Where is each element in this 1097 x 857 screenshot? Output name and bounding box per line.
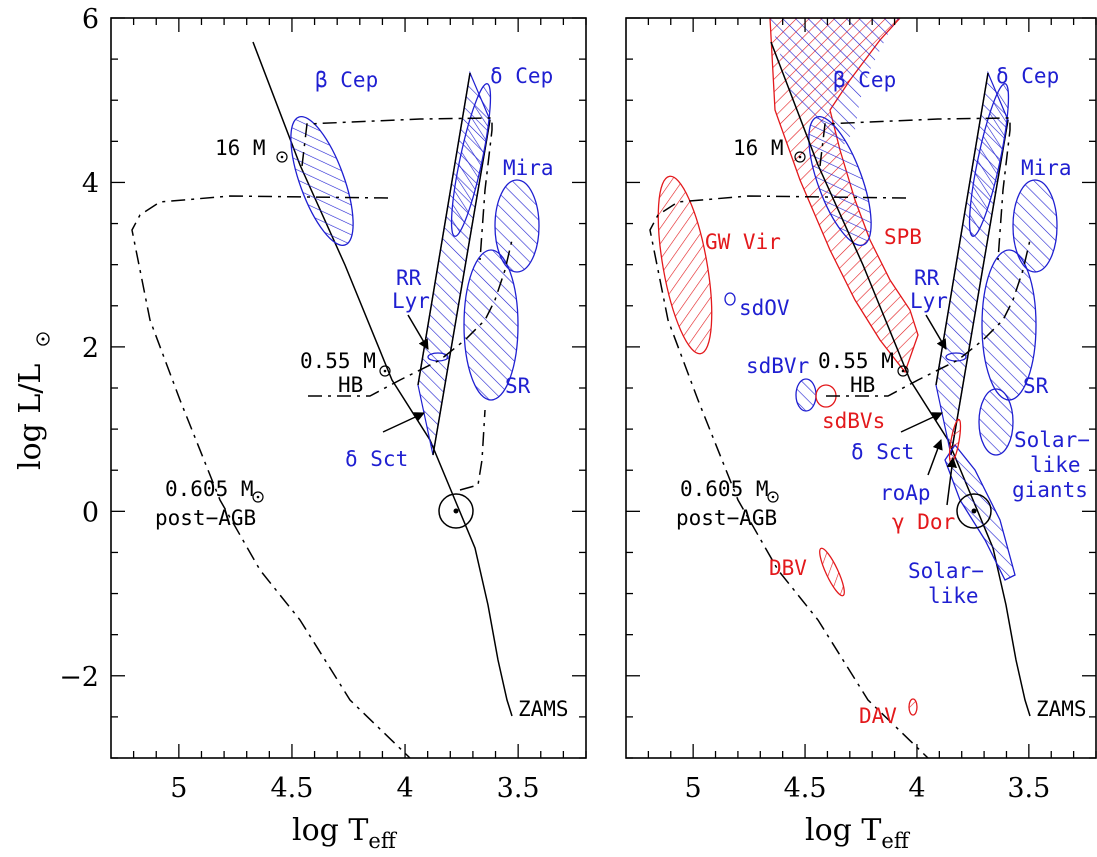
- label-spb: SPB: [884, 225, 922, 249]
- label-roap: roAp: [880, 481, 931, 505]
- label-post-agb-right: post−AGB: [676, 506, 777, 530]
- label-dbv: DBV: [769, 556, 807, 580]
- label-sr-right: SR: [1023, 374, 1049, 398]
- mira-region-right: [1012, 179, 1058, 273]
- x-tick-label: 4.5: [784, 773, 827, 804]
- label-delta-cep-right: δ Cep: [996, 64, 1059, 88]
- label-solar-like-1: Solar−: [908, 559, 984, 583]
- x-axis-label-right-sub: eff: [881, 829, 910, 853]
- label-beta-cep-right: β Cep: [833, 68, 896, 92]
- label-rr-right: RR: [914, 266, 940, 290]
- x-tick-label: 4: [396, 773, 413, 804]
- label-lyr-right: Lyr: [910, 289, 948, 313]
- x-tick-label: 4.5: [270, 773, 313, 804]
- y-tick-label: 4: [82, 168, 99, 199]
- label-solar-like-giants-3: giants: [1012, 478, 1088, 502]
- x-axis-label-left-main: log T: [292, 813, 368, 848]
- label-gw-vir: GW Vir: [705, 230, 781, 254]
- label-zams-right: ZAMS: [1036, 697, 1087, 721]
- y-tick-label: 0: [82, 497, 99, 528]
- label-delta-sct-right: δ Sct: [851, 440, 914, 464]
- label-0605msun: 0.605 M: [165, 477, 254, 501]
- label-lyr: Lyr: [392, 289, 430, 313]
- label-dav: DAV: [859, 704, 897, 728]
- sdov-region: [724, 292, 736, 306]
- x-tick-label: 3.5: [497, 773, 540, 804]
- label-sdbvr: sdBVr: [746, 354, 809, 378]
- label-delta-cep: δ Cep: [490, 64, 553, 88]
- label-sdov: sdOV: [739, 296, 790, 320]
- track-16msun: [301, 117, 493, 261]
- track-hb: [308, 239, 513, 397]
- label-solar-like-giants-1: Solar−: [1014, 428, 1090, 452]
- label-055msun-right: 0.55 M: [818, 349, 894, 373]
- label-delta-sct: δ Sct: [345, 447, 408, 471]
- label-sdbvs: sdBVs: [822, 409, 885, 433]
- mira-region: [494, 179, 540, 273]
- x-tick-label: 3.5: [1007, 773, 1050, 804]
- delta-cep-region-right: [968, 83, 1010, 237]
- x-axis-label-left: log Teff: [292, 813, 398, 853]
- label-rr: RR: [396, 266, 422, 290]
- label-zams: ZAMS: [518, 697, 569, 721]
- label-post-agb: post−AGB: [155, 506, 256, 530]
- label-055msun: 0.55 M: [300, 349, 376, 373]
- label-0605msun-right: 0.605 M: [680, 477, 769, 501]
- dbv-region: [819, 547, 845, 597]
- label-mira: Mira: [503, 156, 554, 180]
- axis-ticks: 5 4.5 4 3.5 6 4 2 0 −2 5 4.5 4 3.5: [59, 4, 1097, 804]
- y-axis-label-text: log L/L: [13, 364, 48, 470]
- label-sr: SR: [505, 374, 531, 398]
- y-tick-label: 2: [82, 333, 99, 364]
- svg-text:log Teff: log Teff: [292, 813, 398, 853]
- label-solar-like-2: like: [928, 584, 979, 608]
- label-hb-right: HB: [850, 373, 875, 397]
- label-hb: HB: [338, 373, 363, 397]
- x-axis-label-right-main: log T: [805, 813, 881, 848]
- solar-like-region: [944, 443, 1016, 581]
- y-tick-label: −2: [59, 662, 99, 693]
- svg-text:log Teff: log Teff: [805, 813, 911, 853]
- beta-cep-region: [290, 116, 354, 246]
- label-16msun: 16 M: [215, 136, 266, 160]
- sr-region: [463, 249, 519, 401]
- label-16msun-right: 16 M: [733, 136, 784, 160]
- solar-like-giants-region: [978, 388, 1014, 456]
- y-tick-label: 6: [82, 4, 99, 35]
- x-axis-label-right: log Teff: [805, 813, 911, 853]
- x-axis-label-left-sub: eff: [368, 829, 397, 853]
- x-tick-label: 5: [170, 773, 187, 804]
- y-axis-label: log L/L: [13, 332, 50, 470]
- label-mira-right: Mira: [1021, 156, 1072, 180]
- sun-symbol: [438, 493, 474, 529]
- gw-vir-region: [657, 175, 713, 355]
- sdbvr-region: [795, 378, 817, 412]
- label-beta-cep: β Cep: [315, 68, 378, 92]
- delta-cep-region: [450, 83, 492, 237]
- right-panel: β Cep δ Cep Mira SR RR Lyr δ Sct sdOV sd…: [625, 17, 1097, 759]
- dav-region: [908, 698, 918, 716]
- x-tick-label: 4: [908, 773, 925, 804]
- label-solar-like-giants-2: like: [1030, 453, 1081, 477]
- x-tick-label: 5: [685, 773, 702, 804]
- beta-cep-region-right: [808, 116, 872, 246]
- left-panel: β Cep δ Cep Mira SR RR Lyr δ Sct 16 M 0.…: [110, 17, 587, 759]
- track-post-agb: [131, 195, 411, 758]
- label-gamma-dor: γ Dor: [892, 510, 955, 534]
